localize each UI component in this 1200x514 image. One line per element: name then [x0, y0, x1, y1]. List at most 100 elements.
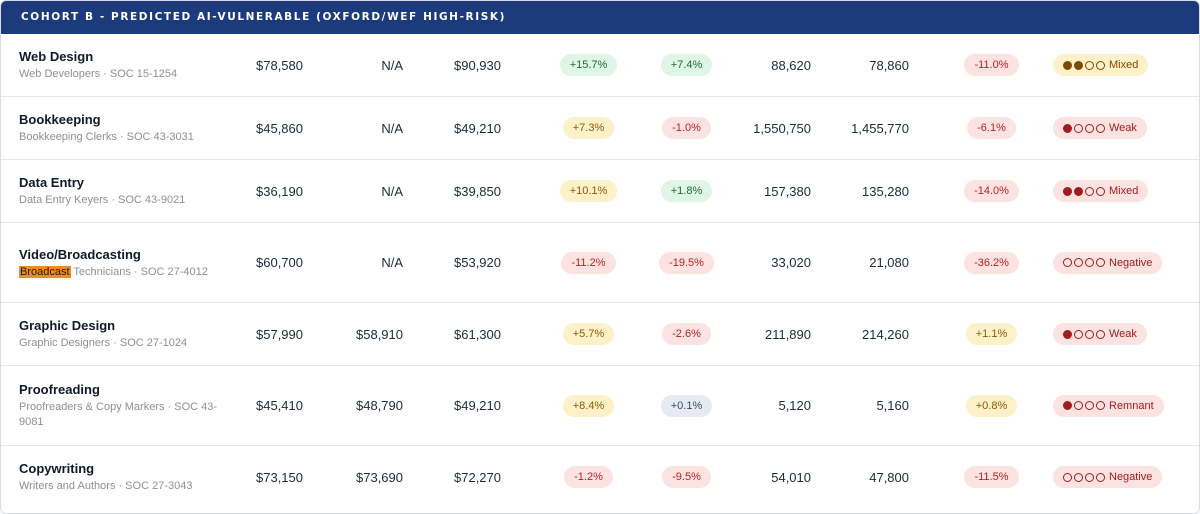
signal-dot-icon: [1063, 401, 1072, 410]
occupation-cell: Data Entry Data Entry Keyers · SOC 43-902…: [19, 160, 219, 222]
employment-value-1: 211,890: [764, 326, 811, 342]
change-pill: -11.5%: [964, 466, 1019, 488]
change-pill: +10.1%: [559, 180, 618, 202]
signal-cell: Negative: [1053, 446, 1193, 508]
change-pill: +15.7%: [559, 54, 618, 76]
signal-dot-icon: [1085, 186, 1094, 196]
signal-dots: [1063, 60, 1105, 70]
wage-value-3: $61,300: [454, 326, 501, 342]
wage-value-3: $53,920: [454, 255, 501, 270]
change-pill: +5.7%: [562, 323, 615, 345]
signal-badge: Remnant: [1053, 394, 1164, 417]
wage-value-1: $45,410: [256, 398, 303, 413]
real-wage-change-cell: +7.4%: [644, 34, 729, 96]
table-row: Web Design Web Developers · SOC 15-1254 $7…: [1, 34, 1199, 97]
table-row: Copywriting Writers and Authors · SOC 27-…: [1, 446, 1199, 508]
signal-dots: [1063, 472, 1105, 482]
signal-dot-icon: [1096, 123, 1105, 133]
signal-dot-icon: [1063, 329, 1072, 339]
real-wage-change-cell: -19.5%: [644, 223, 729, 302]
occupation-cell: Video/Broadcasting Broadcast Technicians …: [19, 223, 219, 302]
wage-change-cell: +10.1%: [546, 160, 631, 222]
occupation-title: Graphic Design: [19, 318, 116, 333]
employment-change-cell: -6.1%: [949, 97, 1034, 159]
change-pill: -11.2%: [561, 251, 616, 274]
occupation-soc: Data Entry Keyers · SOC 43-9021: [19, 194, 186, 206]
signal-dot-icon: [1085, 472, 1094, 482]
signal-dot-icon: [1074, 401, 1083, 410]
change-pill: +0.8%: [965, 394, 1018, 417]
occupation-subtitle: Bookkeeping Clerks · SOC 43-3031: [19, 130, 219, 145]
occupation-soc: Bookkeeping Clerks · SOC 43-3031: [19, 131, 194, 143]
real-wage-change-cell: -1.0%: [644, 97, 729, 159]
occupation-soc: Graphic Designers · SOC 27-1024: [19, 337, 188, 349]
wage-value-1: $60,700: [256, 255, 303, 270]
wage-value-2: N/A: [381, 120, 403, 136]
wage-value-1: $57,990: [256, 326, 303, 342]
wage-value-3: $49,210: [454, 120, 501, 136]
signal-label: Negative: [1109, 256, 1153, 269]
real-wage-change-cell: -9.5%: [644, 446, 729, 508]
signal-badge: Mixed: [1053, 180, 1149, 202]
signal-cell: Remnant: [1053, 366, 1193, 445]
wage-value-1: $36,190: [256, 183, 303, 199]
change-pill: -2.6%: [662, 323, 711, 345]
signal-cell: Mixed: [1053, 160, 1193, 222]
search-highlight: Broadcast: [19, 265, 71, 278]
employment-value-2: 135,280: [862, 183, 909, 199]
change-pill: -14.0%: [964, 180, 1019, 202]
wage-value-2: N/A: [381, 255, 403, 270]
wage-value-3: $49,210: [454, 398, 501, 413]
occupation-subtitle: Proofreaders & Copy Markers · SOC 43-908…: [19, 400, 219, 430]
employment-value-2: 1,455,770: [851, 120, 909, 136]
table-row: Data Entry Data Entry Keyers · SOC 43-902…: [1, 160, 1199, 223]
employment-value-1: 5,120: [778, 398, 811, 413]
employment-value-2: 214,260: [862, 326, 909, 342]
occupation-title: Data Entry: [19, 175, 85, 190]
signal-dot-icon: [1096, 401, 1105, 410]
occupation-cell: Bookkeeping Bookkeeping Clerks · SOC 43-3…: [19, 97, 219, 159]
signal-dot-icon: [1074, 60, 1083, 70]
occupation-subtitle: Broadcast Technicians · SOC 27-4012: [19, 265, 219, 280]
change-pill: -1.2%: [564, 466, 613, 488]
table-row: Proofreading Proofreaders & Copy Markers …: [1, 366, 1199, 446]
signal-dot-icon: [1063, 258, 1072, 267]
signal-label: Mixed: [1109, 59, 1139, 71]
employment-value-1: 1,550,750: [753, 120, 811, 136]
signal-label: Negative: [1109, 471, 1153, 483]
signal-dot-icon: [1096, 329, 1105, 339]
signal-badge: Negative: [1053, 466, 1163, 488]
signal-dots: [1063, 123, 1105, 133]
table-row: Bookkeeping Bookkeeping Clerks · SOC 43-3…: [1, 97, 1199, 160]
signal-dot-icon: [1085, 60, 1094, 70]
wage-change-cell: +8.4%: [546, 366, 631, 445]
signal-dot-icon: [1074, 472, 1083, 482]
change-pill: -19.5%: [659, 251, 714, 274]
wage-value-2: $73,690: [356, 469, 403, 485]
signal-dots: [1063, 258, 1105, 267]
signal-dot-icon: [1085, 123, 1094, 133]
wage-value-1: $45,860: [256, 120, 303, 136]
employment-value-2: 47,800: [869, 469, 909, 485]
occupation-title: Proofreading: [19, 382, 100, 397]
signal-cell: Weak: [1053, 97, 1193, 159]
real-wage-change-cell: +0.1%: [644, 366, 729, 445]
employment-value-1: 157,380: [764, 183, 811, 199]
signal-cell: Mixed: [1053, 34, 1193, 96]
occupation-cell: Copywriting Writers and Authors · SOC 27-…: [19, 446, 219, 508]
wage-value-1: $73,150: [256, 469, 303, 485]
change-pill: +1.1%: [965, 323, 1018, 345]
signal-dot-icon: [1074, 329, 1083, 339]
signal-dots: [1063, 401, 1105, 410]
wage-change-cell: +15.7%: [546, 34, 631, 96]
change-pill: +1.8%: [660, 180, 713, 202]
signal-label: Mixed: [1109, 185, 1139, 197]
signal-dot-icon: [1085, 329, 1094, 339]
occupation-cell: Graphic Design Graphic Designers · SOC 27…: [19, 303, 219, 365]
occupation-soc: Proofreaders & Copy Markers · SOC 43-908…: [19, 401, 218, 428]
signal-cell: Weak: [1053, 303, 1193, 365]
wage-change-cell: +7.3%: [546, 97, 631, 159]
occupation-soc: Technicians · SOC 27-4012: [70, 265, 208, 278]
employment-change-cell: -11.5%: [949, 446, 1034, 508]
change-pill: +7.4%: [660, 54, 713, 76]
